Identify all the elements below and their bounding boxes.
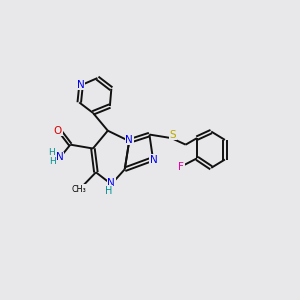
Text: H: H xyxy=(105,186,112,196)
Text: N: N xyxy=(125,135,133,145)
Text: N: N xyxy=(76,80,84,90)
Text: N: N xyxy=(107,178,115,188)
Text: N: N xyxy=(56,152,64,162)
Text: F: F xyxy=(178,162,184,172)
Text: H: H xyxy=(49,158,56,166)
Text: S: S xyxy=(169,130,176,140)
Text: CH₃: CH₃ xyxy=(71,185,86,194)
Text: N: N xyxy=(150,154,158,164)
Text: H: H xyxy=(48,148,55,157)
Text: O: O xyxy=(54,126,62,136)
